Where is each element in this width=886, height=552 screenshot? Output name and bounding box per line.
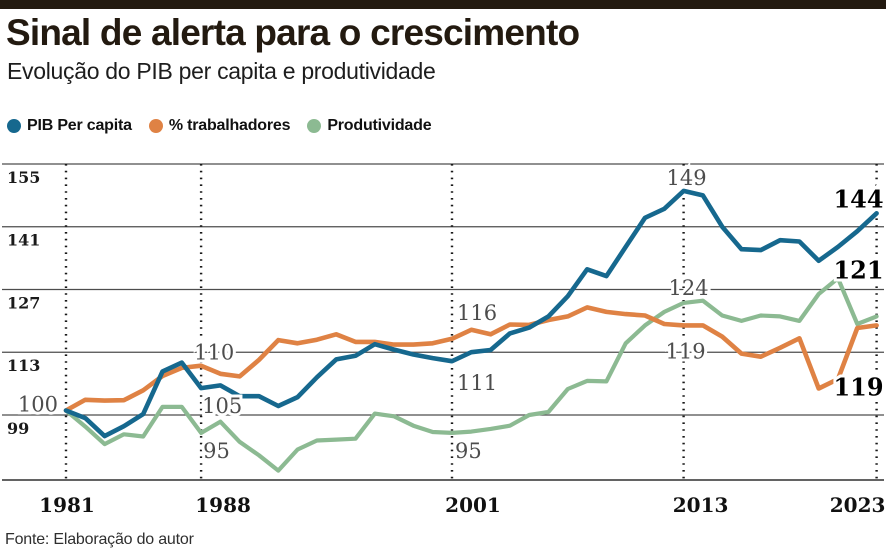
y-tick-label: 127 xyxy=(7,293,40,312)
legend-dot-pib-icon xyxy=(7,119,21,133)
line-chart-svg: 155 141 127 113 99 1981 1988 2001 2013 2023 100 110… xyxy=(2,163,886,517)
x-tick-label: 1981 xyxy=(39,493,95,517)
data-label: 124 xyxy=(669,276,709,300)
page-title: Sinal de alerta para o crescimento xyxy=(6,12,580,53)
legend-item-produtividade: Produtividade xyxy=(307,117,432,135)
series-line-produtividade xyxy=(63,276,879,473)
data-label: 110 xyxy=(194,341,234,365)
chart: 155 141 127 113 99 1981 1988 2001 2013 2023 100 110… xyxy=(0,160,886,520)
legend-label-produtividade: Produtividade xyxy=(327,117,432,134)
data-label: 116 xyxy=(457,301,497,325)
legend-item-pib-per-capita: PIB Per capita xyxy=(7,117,132,135)
x-tick-label: 2023 xyxy=(830,493,886,517)
x-tick-label: 2001 xyxy=(445,493,501,517)
chart-legend: PIB Per capita % trabalhadores Produtivi… xyxy=(7,117,432,135)
legend-dot-produtividade-icon xyxy=(307,119,322,133)
legend-item-trabalhadores: % trabalhadores xyxy=(148,117,291,135)
data-label: 111 xyxy=(457,371,497,395)
data-label: 95 xyxy=(455,439,482,463)
legend-dot-trabalhadores-icon xyxy=(148,119,163,133)
data-label: 100 xyxy=(18,393,58,417)
y-tick-label: 155 xyxy=(7,168,40,187)
series-line-pib-per-capita xyxy=(63,188,879,439)
x-tick-label: 2013 xyxy=(673,493,729,517)
data-label: 144 xyxy=(833,184,883,213)
page-subtitle: Evolução do PIB per capita e produtivida… xyxy=(7,58,436,84)
data-label: 149 xyxy=(667,166,707,190)
y-tick-label: 99 xyxy=(7,419,29,438)
series-line--trabalhadores xyxy=(63,305,879,413)
source-note: Fonte: Elaboração do autor xyxy=(5,531,194,548)
legend-label-pib: PIB Per capita xyxy=(27,117,132,134)
legend-label-trabalhadores: % trabalhadores xyxy=(168,117,291,134)
data-label: 119 xyxy=(833,372,883,401)
top-accent-bar xyxy=(0,0,886,9)
data-label: 105 xyxy=(202,394,242,418)
y-tick-label: 141 xyxy=(7,231,40,250)
y-tick-label: 113 xyxy=(7,356,40,375)
data-label: 119 xyxy=(666,339,706,363)
data-label: 121 xyxy=(833,255,883,284)
x-tick-label: 1988 xyxy=(195,493,251,517)
data-label: 95 xyxy=(203,439,230,463)
